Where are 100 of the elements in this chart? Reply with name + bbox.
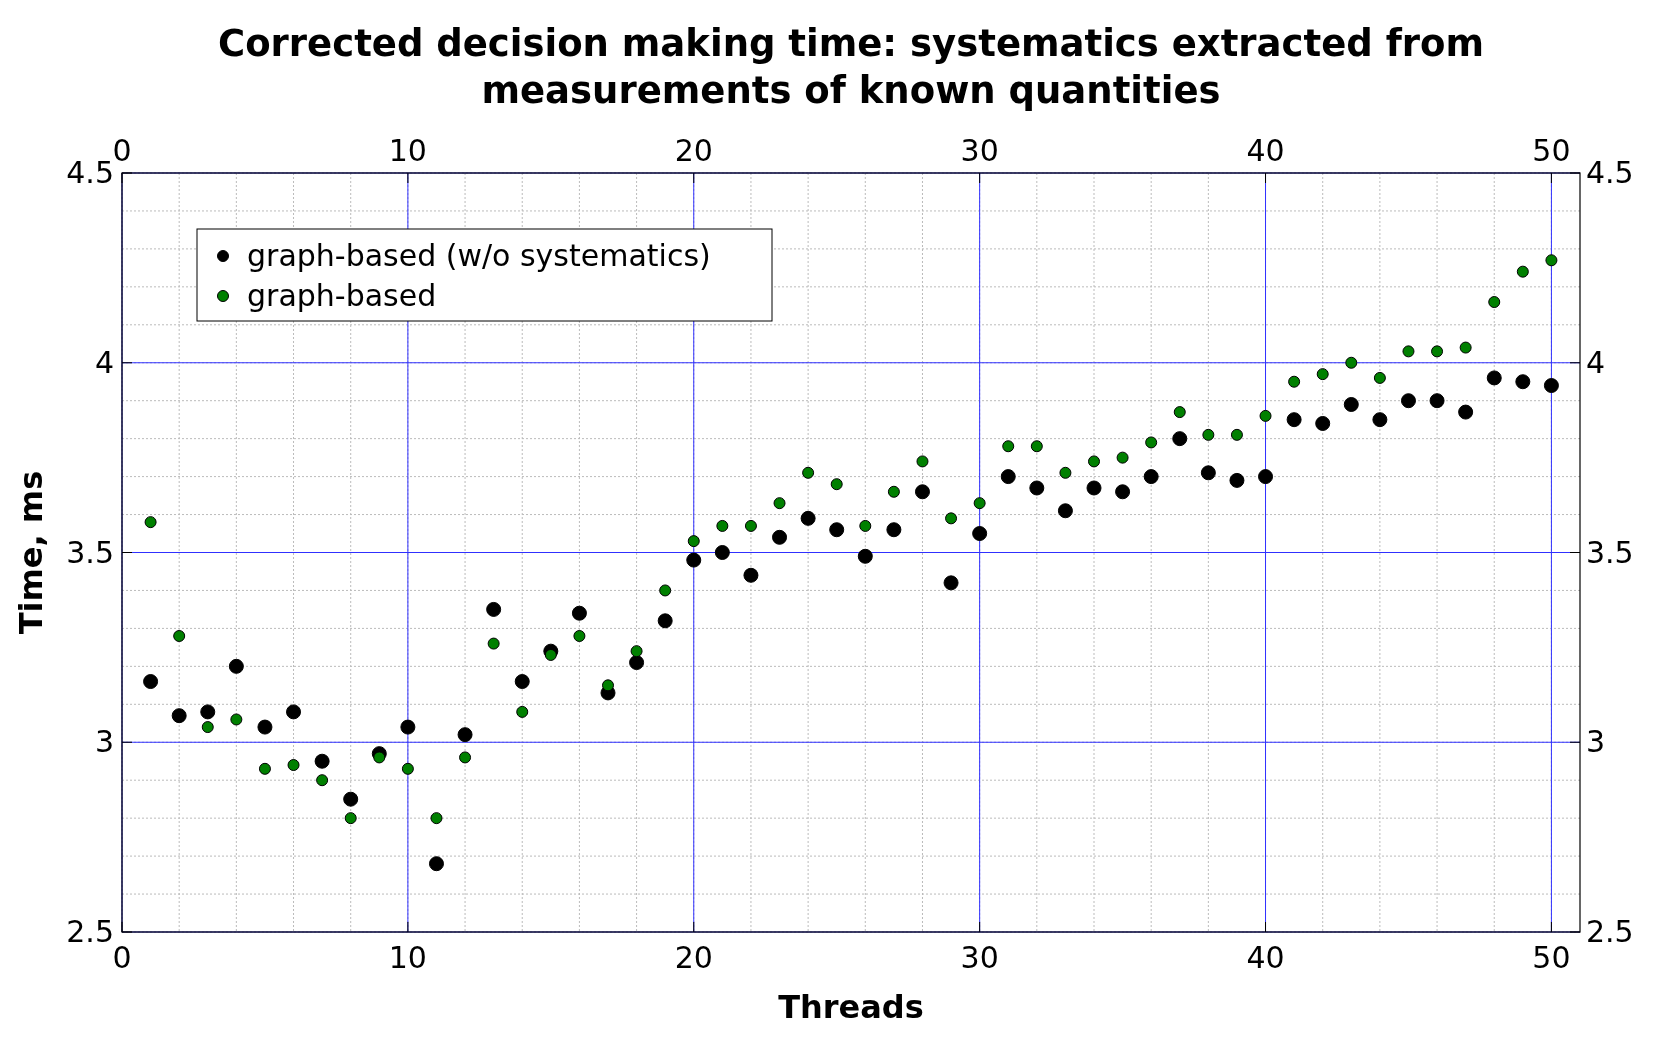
point: [1372, 412, 1388, 428]
point: [459, 751, 472, 764]
point: [1402, 345, 1415, 358]
point: [373, 751, 386, 764]
point: [316, 774, 329, 787]
point: [887, 485, 900, 498]
point: [1315, 415, 1331, 431]
x-axis-title: Threads: [778, 988, 924, 1026]
point: [1373, 371, 1386, 384]
point: [1059, 466, 1072, 479]
point: [1459, 341, 1472, 354]
point: [314, 753, 330, 769]
point: [1431, 345, 1444, 358]
point: [1200, 465, 1216, 481]
y-tick-label: 2.5: [66, 914, 114, 949]
chart-title: Corrected decision making time: systematics extracted from measurements of known quantities: [218, 22, 1484, 112]
point: [602, 679, 614, 692]
point: [859, 519, 872, 532]
x-tick-label: 50: [1532, 133, 1571, 168]
point: [1202, 428, 1215, 441]
point: [230, 713, 243, 726]
point: [1545, 254, 1558, 267]
point: [228, 658, 244, 674]
point: [1057, 503, 1073, 519]
point: [772, 529, 788, 545]
point: [857, 548, 873, 564]
point: [401, 762, 414, 775]
point: [486, 601, 502, 617]
point: [830, 478, 843, 491]
point: [544, 648, 557, 661]
point: [1516, 265, 1529, 278]
point: [201, 721, 214, 734]
point: [1486, 370, 1502, 386]
point: [571, 605, 587, 621]
y2-tick-label: 4.5: [1586, 155, 1634, 190]
point: [343, 791, 359, 807]
point: [428, 856, 444, 872]
y2-tick-label: 3.5: [1586, 534, 1634, 570]
x-tick-label: 30: [960, 133, 999, 168]
point: [773, 497, 786, 510]
point: [1229, 472, 1245, 488]
point: [743, 567, 759, 583]
point: [1458, 404, 1474, 420]
point: [659, 584, 672, 597]
point: [829, 522, 845, 538]
point: [1230, 428, 1243, 441]
x2-tick-label: 20: [674, 940, 713, 975]
point: [800, 510, 816, 526]
point: [744, 519, 757, 532]
point: [687, 535, 700, 548]
point: [1345, 356, 1358, 369]
point: [716, 519, 729, 532]
point: [1002, 440, 1015, 453]
point: [1088, 455, 1100, 468]
point: [629, 655, 645, 671]
x2-tick-label: 0: [112, 940, 132, 975]
y-axis-title: Time, ms: [12, 470, 50, 635]
point: [1030, 440, 1043, 453]
point: [487, 637, 500, 650]
legend-label: graph-based (w/o systematics): [247, 238, 711, 273]
point: [1116, 451, 1129, 464]
point: [1429, 393, 1445, 409]
point: [1515, 374, 1531, 390]
point: [287, 759, 300, 772]
y-tick-label: 4: [94, 344, 114, 380]
point: [972, 526, 988, 542]
point: [1288, 375, 1301, 388]
point: [802, 466, 815, 479]
x2-tick-label: 30: [960, 940, 999, 975]
point: [1286, 412, 1302, 428]
point: [143, 674, 159, 690]
point: [1172, 431, 1188, 447]
point: [914, 484, 930, 500]
point: [1145, 436, 1158, 449]
y2-tick-label: 2.5: [1586, 914, 1634, 949]
point: [514, 674, 530, 690]
point: [1000, 469, 1016, 485]
point: [945, 512, 958, 525]
y-tick-label: 3.5: [66, 534, 114, 570]
x-tick-label: 10: [388, 133, 427, 168]
point: [1143, 469, 1159, 485]
point: [286, 704, 302, 720]
point: [630, 645, 643, 658]
point: [1086, 480, 1102, 496]
point: [1400, 393, 1416, 409]
x2-tick-label: 10: [388, 940, 427, 975]
point: [657, 613, 673, 629]
x2-tick-label: 50: [1532, 940, 1571, 975]
x-tick-label: 20: [674, 133, 713, 168]
point: [1259, 409, 1272, 422]
point: [1258, 469, 1274, 485]
point: [257, 719, 273, 735]
point: [973, 497, 986, 510]
point: [714, 545, 730, 560]
point: [1115, 484, 1131, 500]
point: [1543, 378, 1559, 394]
x-tick-label: 40: [1246, 133, 1285, 168]
point: [200, 704, 216, 720]
point: [400, 719, 416, 735]
point: [943, 575, 959, 591]
